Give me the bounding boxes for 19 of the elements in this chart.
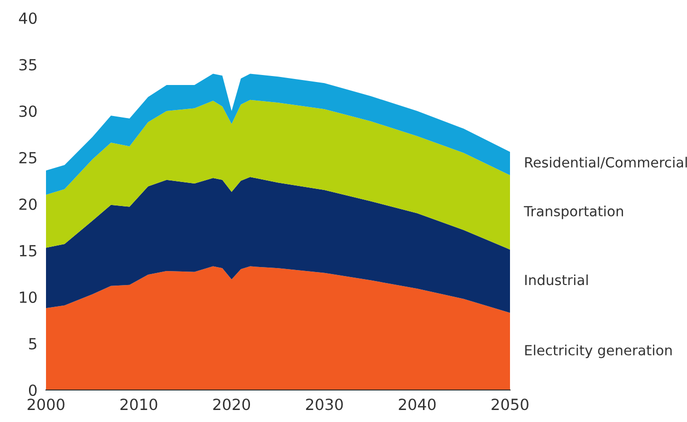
- y-tick-label: 25: [19, 152, 36, 164]
- y-tick-label: 20: [19, 198, 37, 210]
- x-tick-label: 2020: [213, 398, 250, 410]
- series-label: Industrial: [525, 274, 588, 286]
- y-tick-label: 5: [29, 338, 36, 350]
- y-tick-label: 30: [19, 105, 37, 118]
- x-tick-label: 2030: [306, 398, 343, 410]
- x-tick-label: 2050: [492, 398, 528, 410]
- x-tick-label: 2000: [28, 398, 64, 410]
- y-tick-label: 40: [18, 12, 37, 24]
- y-tick-label: 0: [28, 384, 37, 396]
- y-tick-label: 10: [20, 291, 37, 304]
- x-tick-label: 2040: [398, 398, 436, 410]
- x-tick-label: 2010: [120, 398, 158, 410]
- series-label: Electricity generation: [525, 344, 672, 358]
- series-label: Residential/Commercial: [525, 156, 687, 169]
- series-label: Transportation: [524, 206, 623, 220]
- y-tick-label: 15: [20, 245, 36, 257]
- y-tick-label: 35: [19, 58, 36, 71]
